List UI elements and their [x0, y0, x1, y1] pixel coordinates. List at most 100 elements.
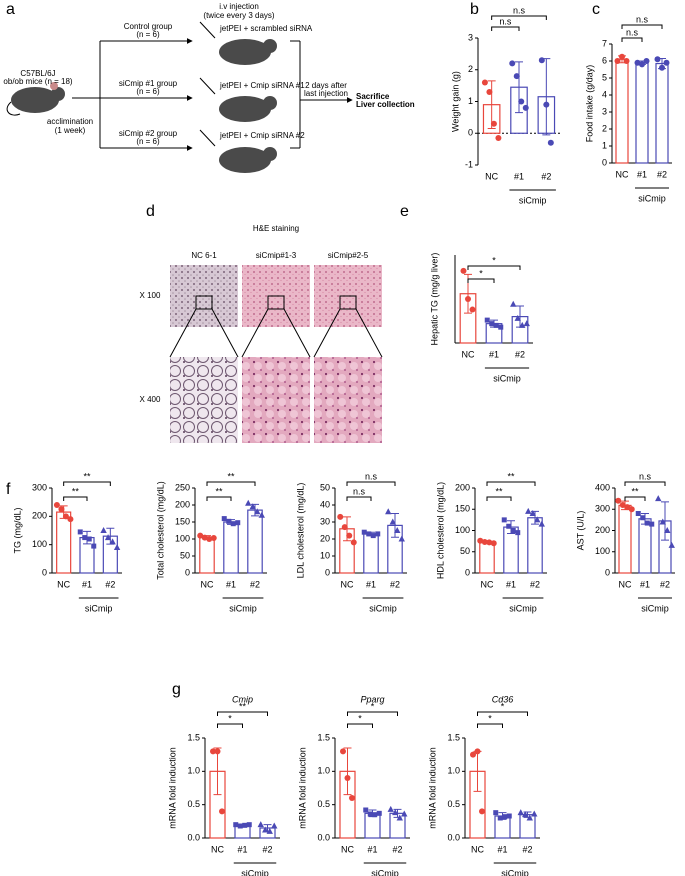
x-tick-label: #1 [640, 579, 650, 589]
significance-bracket [217, 711, 268, 716]
data-point [506, 813, 512, 819]
data-point [538, 520, 545, 527]
y-tick-label: 300 [32, 482, 47, 492]
y-tick-label: 0 [185, 567, 190, 577]
data-point [515, 530, 521, 536]
y-axis-label: Weight gain (g) [450, 71, 460, 132]
data-point [235, 520, 241, 526]
data-point [659, 64, 665, 71]
significance-label: n.s [636, 14, 649, 24]
data-point [104, 534, 112, 541]
x-tick-label: NC [341, 579, 354, 589]
group-label: siCmip [509, 603, 537, 613]
data-point [510, 528, 516, 533]
significance-bracket [491, 26, 520, 31]
data-point [341, 524, 348, 531]
histology-column: siCmip#2-5 [328, 251, 369, 260]
y-tick-label: 1.5 [187, 732, 200, 742]
significance-label: ** [72, 486, 80, 496]
y-tick-label: 1.0 [447, 766, 460, 776]
x-tick-label: #1 [82, 579, 92, 589]
data-point [644, 520, 650, 526]
data-point [387, 805, 394, 812]
significance-label: * [492, 255, 496, 265]
group-label: siCmip [641, 603, 669, 613]
y-axis-label: Hepatic TG (mg/g liver) [429, 253, 439, 346]
bar [655, 62, 669, 164]
data-point [623, 58, 630, 64]
data-point [363, 807, 369, 813]
significance-label: ** [239, 701, 247, 711]
y-tick-label: 200 [32, 511, 47, 521]
x-tick-label: #2 [522, 844, 532, 854]
data-point [254, 508, 261, 515]
data-point [271, 822, 278, 829]
data-point [77, 529, 83, 535]
bar [618, 504, 632, 574]
data-point [481, 538, 488, 545]
y-tick-label: 7 [602, 38, 607, 48]
data-point [257, 821, 264, 828]
x-tick-label: #1 [497, 844, 507, 854]
data-point [100, 527, 107, 533]
significance-bracket [477, 723, 503, 728]
bar [635, 62, 649, 164]
data-point [372, 812, 378, 818]
panel-label: e [400, 203, 409, 220]
group-label: siCmip [638, 193, 666, 203]
y-tick-label: 0 [325, 567, 330, 577]
data-point [624, 504, 631, 511]
data-point [502, 814, 508, 820]
x-tick-label: NC [57, 579, 70, 589]
y-axis-label: TG (mg/dL) [12, 507, 22, 553]
data-point [242, 822, 248, 828]
bar [638, 518, 652, 574]
significance-label: ** [227, 471, 235, 481]
error-bar [515, 61, 523, 114]
panel-label: a [6, 1, 15, 18]
significance-label: * [488, 713, 492, 723]
significance-label: * [358, 713, 362, 723]
y-tick-label: 2 [468, 64, 473, 74]
chart-title: Cd36 [492, 694, 514, 704]
x-tick-label: #2 [657, 169, 667, 179]
data-point [518, 98, 525, 105]
x-tick-label: #2 [541, 171, 551, 181]
y-tick-label: 6 [602, 55, 607, 65]
bar [519, 814, 536, 839]
group-label: siCmip [493, 373, 521, 383]
data-point [366, 531, 372, 537]
chart-title: Cmip [232, 694, 253, 704]
significance-label: n.s [353, 486, 366, 496]
x-tick-label: #2 [660, 579, 670, 589]
data-point [514, 314, 521, 321]
x-tick-label: NC [481, 579, 494, 589]
error-bar [343, 747, 352, 796]
data-point [479, 808, 485, 815]
y-tick-label: 200 [175, 499, 190, 509]
bar [479, 541, 495, 574]
data-point [401, 810, 408, 817]
y-tick-label: 0 [602, 157, 607, 167]
data-point [614, 58, 621, 64]
x-tick-label: #2 [515, 349, 525, 359]
group-label: siCmip [85, 603, 113, 613]
data-point [262, 826, 269, 833]
endpoint-label: Sacrifice [356, 92, 390, 101]
data-point [529, 510, 536, 516]
data-point [210, 534, 217, 541]
y-tick-label: 0 [468, 128, 473, 138]
diagram-shapes [6, 21, 353, 173]
significance-bracket [624, 481, 666, 486]
y-tick-label: 3 [602, 106, 607, 116]
data-point [214, 748, 221, 755]
histology-row: X 100 [140, 291, 161, 300]
data-point [376, 810, 382, 816]
significance-bracket [346, 481, 396, 486]
significance-bracket [346, 496, 372, 501]
x-tick-label: NC [471, 844, 484, 854]
group-name: Control group [124, 22, 173, 31]
group-label: siCmip [501, 868, 529, 876]
significance-label: n.s [626, 27, 639, 37]
